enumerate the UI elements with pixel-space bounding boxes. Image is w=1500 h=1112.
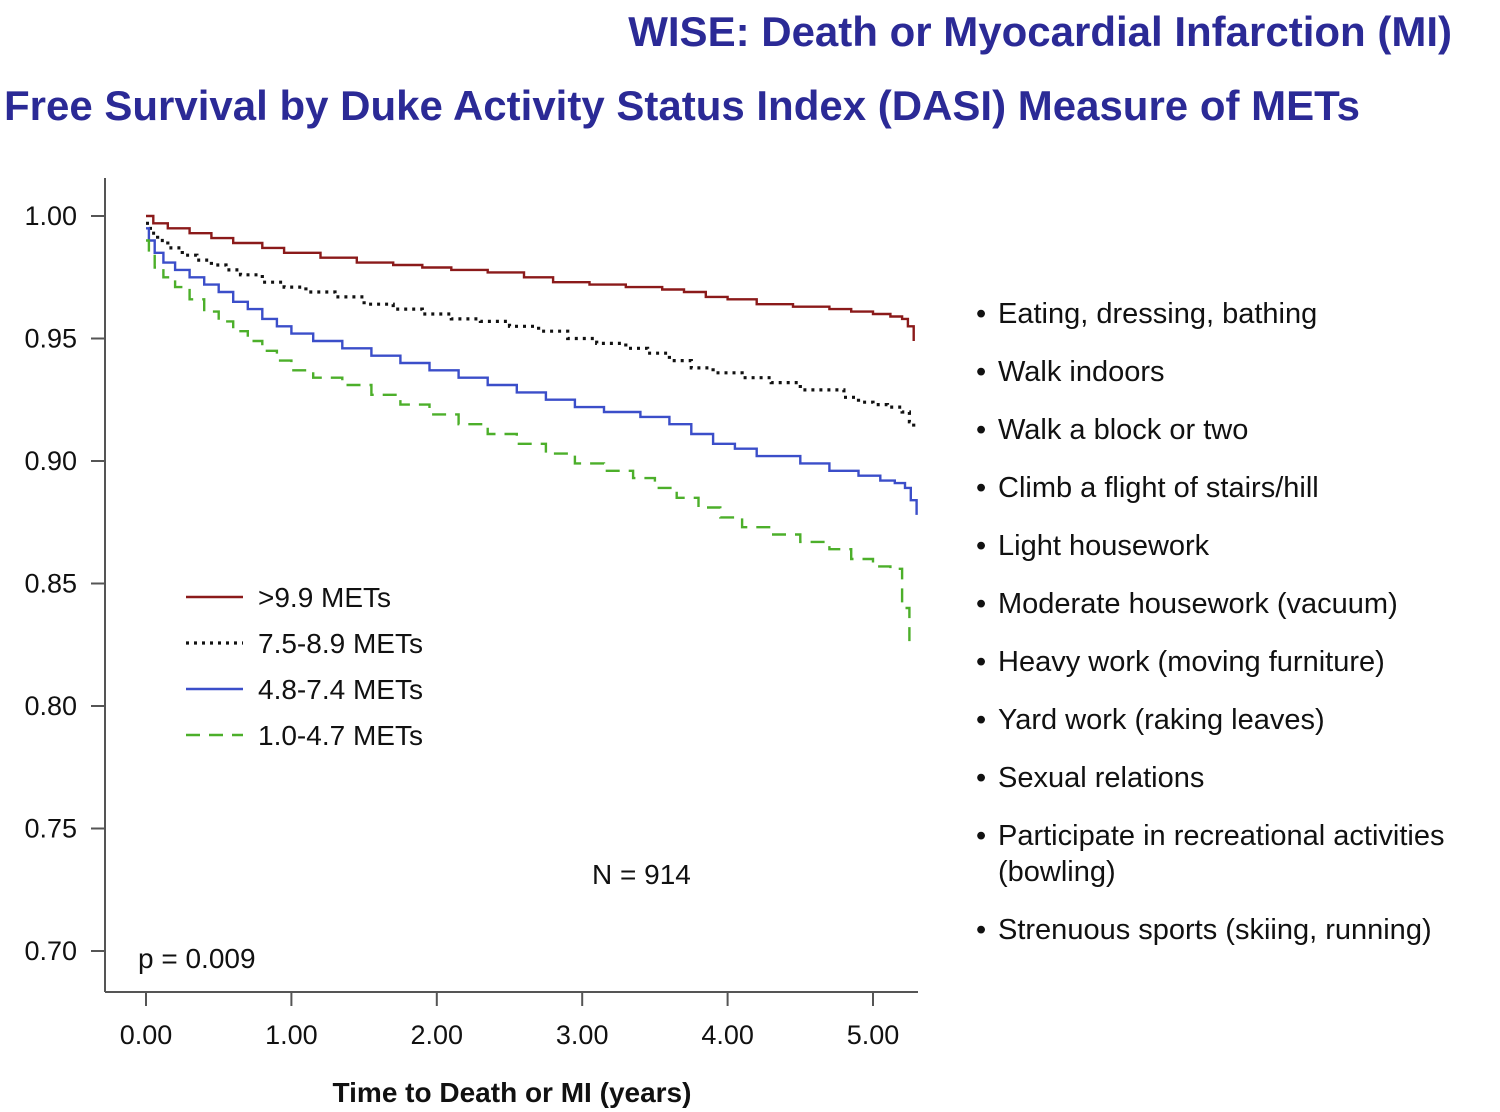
p-value-annotation: p = 0.009 — [138, 943, 256, 974]
x-tick-label: 2.00 — [411, 1020, 464, 1050]
survival-curves — [146, 214, 918, 645]
activity-item: Climb a flight of stairs/hill — [976, 470, 1496, 506]
survival-curve-4 — [146, 239, 911, 645]
legend-label: >9.9 METs — [258, 582, 391, 613]
y-tick-label: 0.85 — [24, 569, 77, 599]
x-tick-label: 0.00 — [120, 1020, 173, 1050]
activity-item: Strenuous sports (skiing, running) — [976, 912, 1496, 948]
x-axis-label: Time to Death or MI (years) — [333, 1077, 692, 1108]
y-tick-label: 0.80 — [24, 691, 77, 721]
y-tick-label: 0.90 — [24, 446, 77, 476]
activity-item: Participate in recreational activities (… — [976, 818, 1496, 890]
activity-item: Eating, dressing, bathing — [976, 296, 1496, 332]
x-tick-label: 4.00 — [701, 1020, 754, 1050]
legend-label: 4.8-7.4 METs — [258, 674, 423, 705]
y-tick-label: 0.75 — [24, 814, 77, 844]
legend-label: 1.0-4.7 METs — [258, 720, 423, 751]
activity-item: Yard work (raking leaves) — [976, 702, 1496, 738]
activity-item: Moderate housework (vacuum) — [976, 586, 1496, 622]
y-tick-label: 1.00 — [24, 201, 77, 231]
survival-curve-2 — [146, 221, 916, 432]
y-tick-label: 0.95 — [24, 324, 77, 354]
x-tick-label: 5.00 — [847, 1020, 900, 1050]
dasi-activity-list: Eating, dressing, bathing Walk indoors Wal… — [976, 296, 1496, 970]
chart-title-line-1: WISE: Death or Myocardial Infarction (MI… — [628, 8, 1452, 55]
activity-item: Heavy work (moving furniture) — [976, 644, 1496, 680]
chart-title-line-2: Free Survival by Duke Activity Status In… — [4, 82, 1361, 129]
chart-legend: >9.9 METs 7.5-8.9 METs 4.8-7.4 METs 1.0-4.7… — [186, 582, 423, 751]
survival-curve-1 — [146, 214, 915, 341]
activity-item: Light housework — [976, 528, 1496, 564]
activity-item: Walk a block or two — [976, 412, 1496, 448]
survival-curve-3 — [146, 227, 918, 515]
activity-item: Walk indoors — [976, 354, 1496, 390]
y-tick-label: 0.70 — [24, 936, 77, 966]
legend-label: 7.5-8.9 METs — [258, 628, 423, 659]
sample-size-annotation: N = 914 — [592, 859, 691, 890]
chart-axes: 1.00 0.95 0.90 0.85 0.80 0.75 0.70 0.00 1.00 2.00… — [24, 178, 918, 1050]
x-tick-label: 3.00 — [556, 1020, 609, 1050]
activity-item: Sexual relations — [976, 760, 1496, 796]
x-tick-label: 1.00 — [265, 1020, 318, 1050]
